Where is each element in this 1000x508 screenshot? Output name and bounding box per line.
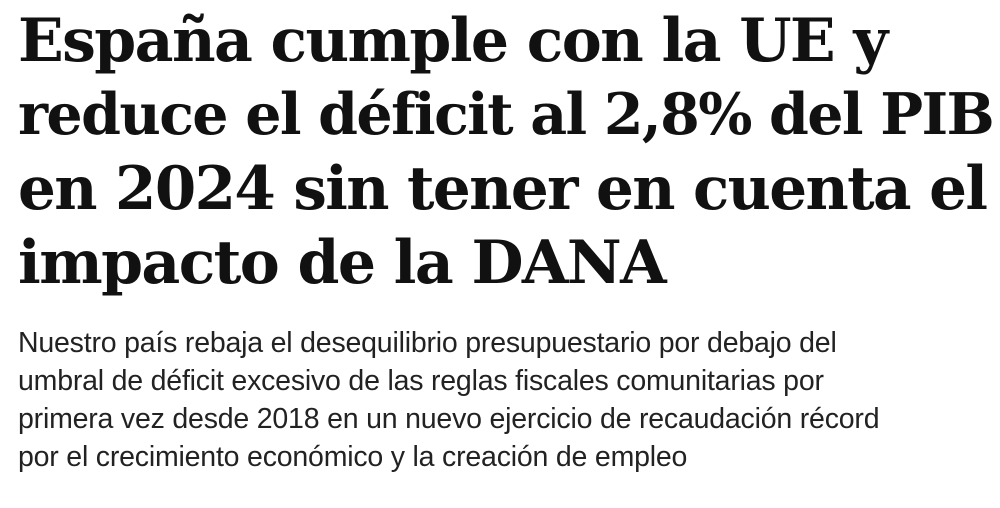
subheadline-line: Nuestro país rebaja el desequilibrio pre… — [18, 327, 837, 359]
headline-line: reduce el déficit al 2,8% del PIB — [18, 81, 995, 148]
headline-line: en 2024 sin tener en cuenta el — [18, 154, 988, 224]
subheadline-line: umbral de déficit excesivo de las reglas… — [18, 365, 824, 397]
subheadline: Nuestro país rebaja el desequilibrio pre… — [18, 324, 993, 476]
subheadline-line: primera vez desde 2018 en un nuevo ejerc… — [18, 403, 880, 435]
headline-line: impacto de la DANA — [18, 228, 667, 298]
subheadline-line: por el crecimiento económico y la creaci… — [18, 441, 688, 473]
headline-line: España cumple con la UE y — [18, 6, 888, 76]
headline: España cumple con la UE y reduce el défi… — [18, 0, 995, 300]
article-header: España cumple con la UE y reduce el défi… — [18, 0, 995, 476]
